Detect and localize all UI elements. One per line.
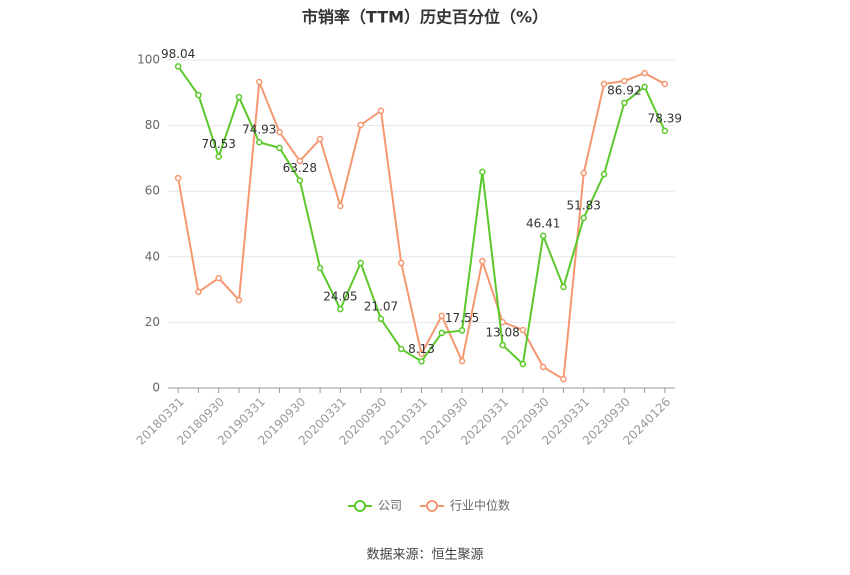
- point: [438, 312, 446, 320]
- point: [580, 169, 587, 177]
- legend-marker: [354, 500, 366, 512]
- data-label: 70.53: [202, 137, 236, 151]
- data-label: 46.41: [526, 216, 560, 230]
- data-label: 24.05: [323, 290, 357, 304]
- point: [296, 177, 304, 184]
- point: [539, 232, 547, 240]
- y-tick-label: 80: [145, 118, 160, 132]
- data-label: 51.83: [567, 198, 601, 212]
- point: [479, 257, 486, 265]
- y-tick-label: 0: [152, 381, 160, 395]
- legend-marker: [426, 500, 438, 512]
- point: [215, 153, 222, 160]
- source: 数据来源：恒生聚源: [366, 548, 483, 563]
- point: [458, 357, 466, 365]
- point: [641, 83, 648, 91]
- point: [661, 80, 669, 88]
- point: [661, 127, 669, 135]
- legend-label: 行业中位数: [450, 498, 510, 513]
- point: [621, 77, 628, 85]
- y-tick-label: 40: [145, 249, 160, 263]
- point: [195, 288, 202, 296]
- point: [458, 327, 466, 334]
- point: [235, 93, 243, 101]
- point: [377, 107, 385, 115]
- point: [600, 80, 608, 88]
- data-label: 74.93: [242, 123, 276, 137]
- data-label: 86.92: [607, 83, 641, 97]
- point: [296, 157, 304, 165]
- point: [418, 350, 425, 358]
- data-label: 13.08: [485, 326, 519, 340]
- point: [438, 329, 446, 337]
- point: [641, 69, 648, 77]
- point: [357, 121, 364, 129]
- point: [377, 315, 385, 323]
- data-label: 98.04: [161, 47, 195, 61]
- point: [397, 345, 405, 353]
- point: [215, 274, 222, 282]
- point: [621, 99, 628, 107]
- series-line: [177, 72, 666, 381]
- point: [195, 91, 202, 99]
- point: [316, 264, 324, 272]
- point: [174, 63, 182, 70]
- data-label: 78.39: [648, 111, 682, 125]
- point: [316, 135, 324, 143]
- point: [256, 78, 263, 86]
- point: [519, 360, 527, 368]
- point: [235, 296, 243, 304]
- chart-title: 市销率（TTM）历史百分位（%）: [302, 8, 548, 27]
- point: [276, 128, 283, 136]
- point: [256, 138, 263, 146]
- legend-label: 公司: [378, 499, 402, 513]
- y-tick-label: 100: [137, 53, 160, 67]
- point: [560, 283, 567, 291]
- point: [276, 144, 283, 152]
- point: [479, 168, 486, 176]
- point: [418, 358, 425, 365]
- point: [519, 326, 527, 334]
- point: [337, 202, 344, 210]
- data-label: 21.07: [364, 299, 398, 313]
- y-tick-label: 20: [145, 315, 160, 329]
- point: [560, 375, 567, 383]
- point: [539, 363, 547, 371]
- point: [397, 259, 405, 267]
- point: [174, 174, 182, 182]
- point: [600, 170, 608, 178]
- point: [580, 214, 587, 222]
- y-tick-label: 60: [145, 184, 160, 198]
- data-label: 8.13: [408, 342, 435, 356]
- series-line: [177, 65, 666, 367]
- data-label: 17.55: [445, 311, 479, 325]
- data-label: 63.28: [283, 161, 317, 175]
- point: [357, 259, 364, 267]
- point: [337, 305, 344, 313]
- point: [499, 341, 506, 349]
